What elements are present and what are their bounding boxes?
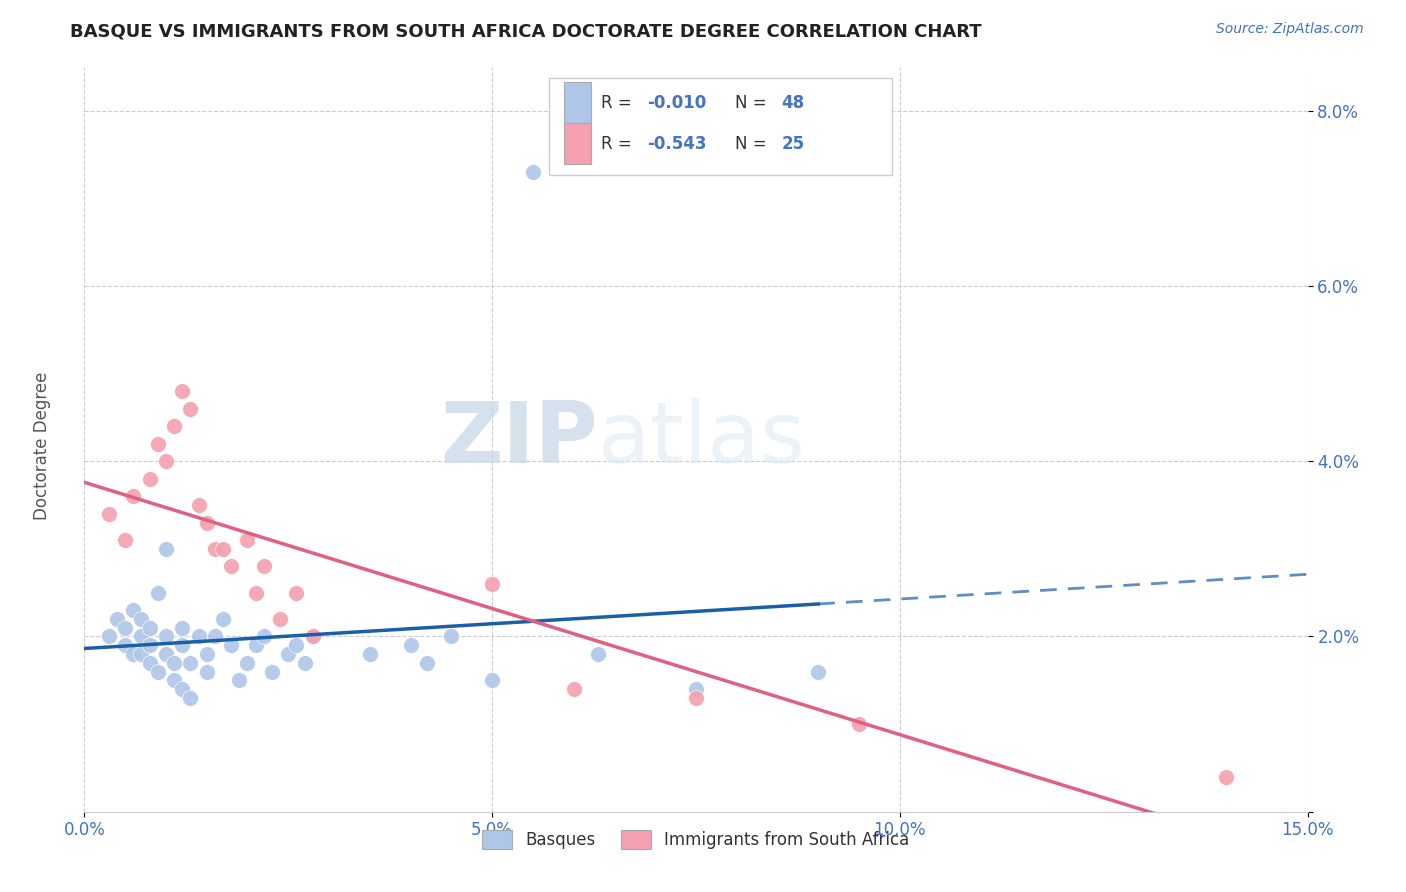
Point <box>807 665 830 679</box>
Text: BASQUE VS IMMIGRANTS FROM SOUTH AFRICA DOCTORATE DEGREE CORRELATION CHART: BASQUE VS IMMIGRANTS FROM SOUTH AFRICA D… <box>70 22 981 40</box>
Point <box>277 647 299 661</box>
Point <box>245 638 267 652</box>
Point <box>212 541 235 556</box>
Point <box>285 585 308 599</box>
Point <box>114 533 136 547</box>
Point <box>1215 770 1237 784</box>
Point <box>481 577 503 591</box>
Point <box>260 665 283 679</box>
Text: 48: 48 <box>782 94 804 112</box>
Point <box>204 630 226 644</box>
Point <box>253 559 276 574</box>
Point <box>155 630 177 644</box>
Point <box>562 681 585 696</box>
Point <box>301 630 323 644</box>
Point <box>522 165 544 179</box>
Point <box>228 673 250 688</box>
Point <box>359 647 381 661</box>
Point <box>163 419 186 434</box>
Point <box>253 630 276 644</box>
Point <box>481 673 503 688</box>
Text: R =: R = <box>600 135 637 153</box>
Point <box>114 621 136 635</box>
Point <box>245 585 267 599</box>
Point <box>204 541 226 556</box>
Point <box>146 665 169 679</box>
Point <box>172 681 194 696</box>
Point <box>416 656 439 670</box>
Point <box>97 507 120 521</box>
Point <box>195 665 218 679</box>
Point <box>236 533 259 547</box>
Point <box>138 638 160 652</box>
Bar <box>564 82 591 123</box>
Point <box>131 647 153 661</box>
Point <box>586 647 609 661</box>
Point <box>122 647 145 661</box>
Point <box>131 630 153 644</box>
Point <box>187 630 209 644</box>
Point <box>138 472 160 486</box>
Point <box>219 638 242 652</box>
Point <box>179 690 201 705</box>
Point <box>155 541 177 556</box>
Point <box>195 647 218 661</box>
Point <box>105 612 128 626</box>
Point <box>187 498 209 512</box>
Point <box>146 436 169 450</box>
Point <box>131 612 153 626</box>
Point <box>179 656 201 670</box>
Point <box>848 717 870 731</box>
Text: N =: N = <box>735 94 772 112</box>
Point <box>179 401 201 416</box>
Text: R =: R = <box>600 94 637 112</box>
Point <box>163 673 186 688</box>
Point <box>440 630 463 644</box>
Point <box>685 690 707 705</box>
Point <box>285 638 308 652</box>
Point <box>122 603 145 617</box>
Point <box>155 647 177 661</box>
Point <box>172 621 194 635</box>
Point <box>236 656 259 670</box>
Point <box>172 638 194 652</box>
Point <box>294 656 316 670</box>
Point <box>138 621 160 635</box>
Point <box>212 612 235 626</box>
Text: -0.543: -0.543 <box>647 135 707 153</box>
Text: atlas: atlas <box>598 398 806 481</box>
Text: ZIP: ZIP <box>440 398 598 481</box>
Point <box>399 638 422 652</box>
Point <box>163 656 186 670</box>
Point <box>155 454 177 468</box>
Point <box>219 559 242 574</box>
Bar <box>564 123 591 164</box>
Text: -0.010: -0.010 <box>647 94 706 112</box>
Point <box>685 681 707 696</box>
Legend: Basques, Immigrants from South Africa: Basques, Immigrants from South Africa <box>475 823 917 855</box>
Point <box>301 630 323 644</box>
Point <box>172 384 194 398</box>
Point <box>122 489 145 503</box>
Point <box>269 612 291 626</box>
Text: 25: 25 <box>782 135 804 153</box>
Point <box>138 656 160 670</box>
Point <box>195 516 218 530</box>
Text: Source: ZipAtlas.com: Source: ZipAtlas.com <box>1216 22 1364 37</box>
Point <box>97 630 120 644</box>
Text: Doctorate Degree: Doctorate Degree <box>34 372 51 520</box>
Point <box>114 638 136 652</box>
Text: N =: N = <box>735 135 772 153</box>
Point <box>146 585 169 599</box>
